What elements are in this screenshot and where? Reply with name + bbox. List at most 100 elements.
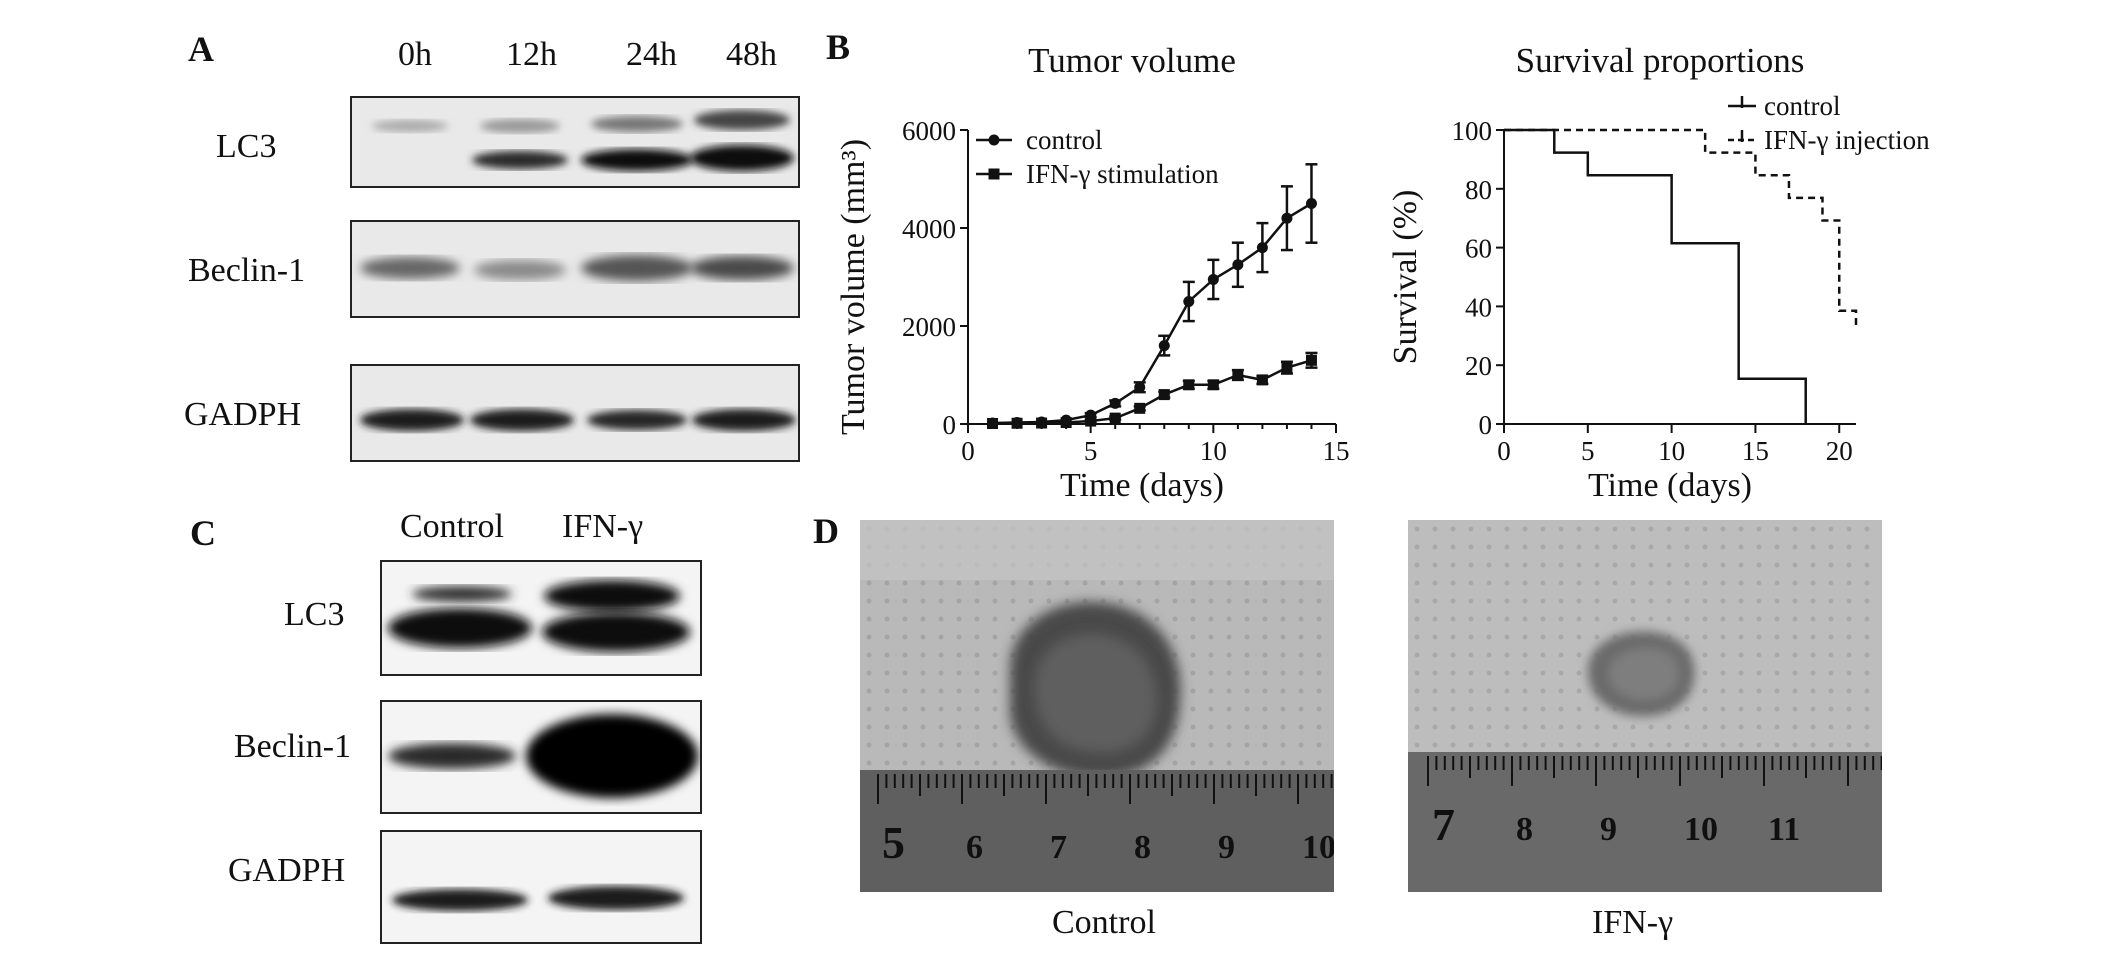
blot-image-beclin-c xyxy=(380,700,702,814)
data-point xyxy=(1011,417,1023,429)
legend-marker xyxy=(988,134,1000,146)
chart-title: Tumor volume xyxy=(1028,41,1236,80)
photo-ifn-tumor: 7 8 9 10 11 xyxy=(1408,520,1882,892)
series-line-ifn xyxy=(992,359,1312,425)
blot-row-label-lc3: LC3 xyxy=(284,596,345,633)
data-point xyxy=(1036,417,1048,429)
blot-bands-beclin-c xyxy=(388,714,698,798)
y-axis-label: Tumor volume (mm³) xyxy=(835,139,872,435)
panel-letter-c: C xyxy=(190,513,216,553)
data-point xyxy=(1134,402,1146,414)
data-point xyxy=(1060,417,1072,429)
blot-row-label-lc3: LC3 xyxy=(216,128,277,165)
x-tick-label: 0 xyxy=(1497,436,1511,466)
data-point xyxy=(1207,273,1219,285)
y-tick-label: 80 xyxy=(1465,175,1492,205)
condition-label-control: Control xyxy=(400,508,504,545)
x-tick-label: 0 xyxy=(961,436,975,466)
ruler-ticks-ifn xyxy=(1427,756,1882,786)
timepoint-label: 0h xyxy=(398,36,432,73)
blot-bands-gadph-c xyxy=(392,886,684,911)
survival-curve-ifn xyxy=(1504,128,1858,327)
blot-image-lc3-c xyxy=(380,560,702,676)
panel-letter-a: A xyxy=(188,29,214,69)
data-point xyxy=(987,418,999,430)
blot-bands-gadph xyxy=(360,409,796,431)
survival-chart: Survival proportions 0 20 40 60 80 100 0 5 10 15 20… xyxy=(1387,41,1930,504)
data-point xyxy=(1134,381,1146,393)
y-tick-label: 0 xyxy=(1479,410,1493,440)
ruler-number: 6 xyxy=(966,829,983,866)
blot-row-label-beclin: Beclin-1 xyxy=(234,728,352,765)
data-point xyxy=(1109,412,1121,424)
timepoint-label: 12h xyxy=(506,36,557,73)
legend-label: IFN-γ injection xyxy=(1764,125,1930,155)
x-tick-label: 10 xyxy=(1200,436,1227,466)
y-tick-label: 100 xyxy=(1452,116,1493,146)
blot-image-gadph-c xyxy=(380,830,702,944)
y-tick-label: 6000 xyxy=(902,116,956,146)
blot-bands-lc3-c xyxy=(388,580,690,652)
data-point xyxy=(1183,379,1195,391)
condition-label-ifn: IFN-γ xyxy=(562,508,644,545)
data-point xyxy=(1281,212,1293,224)
blot-image-beclin xyxy=(350,220,800,318)
data-point xyxy=(1158,340,1170,352)
y-tick-label: 60 xyxy=(1465,234,1492,264)
ruler-number: 7 xyxy=(1050,829,1067,866)
survival-curve-control xyxy=(1504,128,1807,424)
x-tick-label: 15 xyxy=(1323,436,1350,466)
ruler-number: 9 xyxy=(1218,829,1235,866)
photo-control-tumor: 5 6 7 8 9 10 xyxy=(860,520,1334,892)
legend-label: control xyxy=(1026,125,1102,155)
x-tick-label: 5 xyxy=(1581,436,1595,466)
ruler-numbers-control: 5 6 7 8 9 10 xyxy=(882,817,1334,868)
panel-letter-d: D xyxy=(813,511,839,551)
data-point xyxy=(1207,379,1219,391)
y-tick-label: 20 xyxy=(1465,351,1492,381)
data-point xyxy=(1305,198,1317,209)
blot-row-label-gadph: GADPH xyxy=(228,852,346,889)
chart-title: Survival proportions xyxy=(1516,41,1805,80)
blot-row-label-gadph: GADPH xyxy=(184,396,302,433)
data-point xyxy=(1109,397,1121,409)
photo-ifn-drawing: 7 8 9 10 11 xyxy=(1408,520,1882,892)
blot-bands-lc3 xyxy=(372,110,794,171)
blot-row-label-beclin: Beclin-1 xyxy=(188,252,306,289)
x-tick-label: 20 xyxy=(1826,436,1853,466)
ruler-number: 9 xyxy=(1600,811,1617,848)
photo-caption-control: Control xyxy=(1052,904,1156,941)
y-tick-label: 4000 xyxy=(902,214,956,244)
timepoint-label: 24h xyxy=(626,36,677,73)
data-point xyxy=(1158,389,1170,401)
x-tick-label: 5 xyxy=(1084,436,1098,466)
ruler-number: 10 xyxy=(1684,811,1718,848)
panel-letter-b: B xyxy=(826,27,851,67)
data-point xyxy=(1183,296,1195,307)
data-point xyxy=(1256,374,1268,386)
blot-image-gadph xyxy=(350,364,800,462)
data-point xyxy=(1305,354,1317,366)
timepoint-label: 48h xyxy=(726,36,777,73)
ruler-number: 10 xyxy=(1302,829,1334,866)
legend-label: control xyxy=(1764,91,1840,121)
ruler-number: 5 xyxy=(882,817,905,868)
y-tick-label: 0 xyxy=(943,410,957,440)
ruler-number: 11 xyxy=(1768,811,1800,848)
y-tick-label: 40 xyxy=(1465,292,1492,322)
ruler-numbers-ifn: 7 8 9 10 11 xyxy=(1432,799,1800,850)
data-point xyxy=(1232,369,1244,381)
photo-control-drawing: 5 6 7 8 9 10 xyxy=(860,520,1334,892)
data-point xyxy=(1085,415,1097,427)
y-tick-label: 2000 xyxy=(902,312,956,342)
ruler-number: 7 xyxy=(1432,799,1455,850)
ruler-ticks-control xyxy=(877,774,1333,804)
legend-marker xyxy=(988,168,1000,180)
ruler-number: 8 xyxy=(1516,811,1533,848)
ruler-number: 8 xyxy=(1134,829,1151,866)
x-axis-label: Time (days) xyxy=(1588,467,1752,504)
photo-caption-ifn: IFN-γ xyxy=(1592,904,1674,941)
x-tick-label: 10 xyxy=(1658,436,1685,466)
x-axis-label: Time (days) xyxy=(1060,467,1224,504)
blot-bands-beclin xyxy=(360,255,794,281)
